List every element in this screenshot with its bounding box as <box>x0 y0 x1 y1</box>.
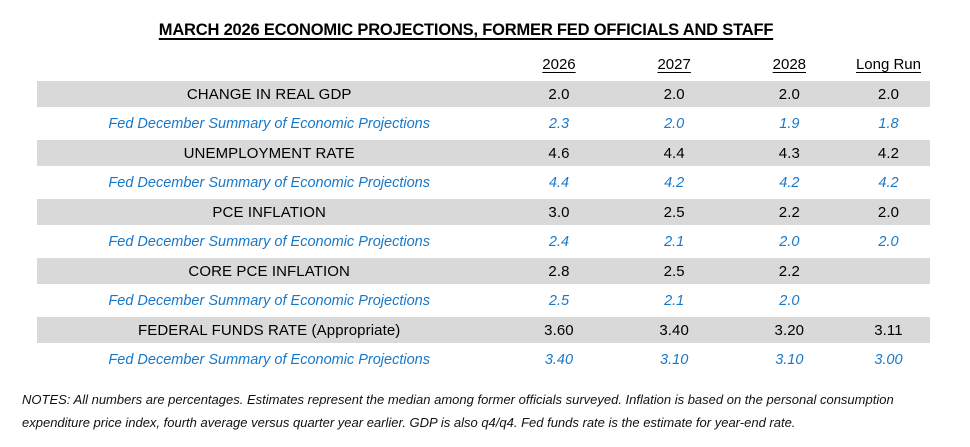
value-cell: 2.0 <box>846 79 930 109</box>
value-cell: 3.10 <box>731 344 847 375</box>
header-2026-label: 2026 <box>542 56 576 73</box>
value-cell: 1.8 <box>846 108 930 139</box>
footnote-line-2: expenditure price index, fourth average … <box>22 415 796 430</box>
metric-row: CHANGE IN REAL GDP 2.0 2.0 2.0 2.0 <box>37 79 930 109</box>
value-cell: 4.2 <box>616 167 732 198</box>
metric-row: FEDERAL FUNDS RATE (Appropriate) 3.60 3.40… <box>37 315 930 345</box>
value-cell: 3.40 <box>616 315 732 345</box>
value-cell: 3.60 <box>501 315 617 345</box>
value-cell: 4.4 <box>501 167 617 198</box>
value-cell: 3.40 <box>501 344 617 375</box>
value-cell: 2.0 <box>846 197 930 227</box>
fed-sep-label: Fed December Summary of Economic Project… <box>37 108 502 139</box>
value-cell: 2.5 <box>501 285 617 316</box>
value-cell: 2.0 <box>616 108 732 139</box>
value-cell: 3.11 <box>846 315 930 345</box>
fed-sep-row: Fed December Summary of Economic Project… <box>37 167 930 198</box>
value-cell: 4.6 <box>501 138 617 168</box>
fed-sep-row: Fed December Summary of Economic Project… <box>37 226 930 257</box>
header-long-run: Long Run <box>847 54 930 80</box>
fed-sep-row: Fed December Summary of Economic Project… <box>37 108 930 139</box>
metric-label: UNEMPLOYMENT RATE <box>37 138 502 168</box>
footnote-line-1: NOTES: All numbers are percentages. Esti… <box>22 392 894 407</box>
value-cell <box>846 256 930 286</box>
value-cell: 4.2 <box>731 167 847 198</box>
fed-sep-label: Fed December Summary of Economic Project… <box>37 344 502 375</box>
value-cell: 2.2 <box>731 197 847 227</box>
value-cell: 2.0 <box>616 79 732 109</box>
value-cell: 3.00 <box>846 344 930 375</box>
value-cell: 2.5 <box>616 256 732 286</box>
value-cell: 2.0 <box>846 226 930 257</box>
value-cell: 4.4 <box>616 138 732 168</box>
value-cell: 2.0 <box>501 79 617 109</box>
metric-label: CHANGE IN REAL GDP <box>37 79 502 109</box>
header-long-run-label: Long Run <box>855 56 921 73</box>
header-label-spacer <box>37 54 501 80</box>
fed-sep-row: Fed December Summary of Economic Project… <box>37 285 930 316</box>
projections-table: 2026 2027 2028 Long Run CHANGE IN REAL G… <box>37 54 930 375</box>
header-2028-label: 2028 <box>772 56 807 73</box>
value-cell: 2.3 <box>501 108 617 139</box>
page-title: MARCH 2026 ECONOMIC PROJECTIONS, FORMER … <box>158 21 774 39</box>
value-cell: 4.3 <box>731 138 847 168</box>
header-2028: 2028 <box>732 54 847 80</box>
metric-row: CORE PCE INFLATION 2.8 2.5 2.2 <box>37 256 930 286</box>
value-cell: 2.2 <box>731 256 847 286</box>
value-cell: 3.20 <box>731 315 847 345</box>
fed-sep-label: Fed December Summary of Economic Project… <box>37 285 502 316</box>
value-cell: 2.8 <box>501 256 617 286</box>
value-cell: 3.10 <box>616 344 732 375</box>
fed-sep-row: Fed December Summary of Economic Project… <box>37 344 930 375</box>
value-cell: 2.0 <box>731 285 847 316</box>
value-cell: 2.1 <box>616 226 732 257</box>
value-cell: 4.2 <box>846 167 930 198</box>
value-cell: 2.1 <box>616 285 732 316</box>
value-cell: 2.0 <box>731 79 847 109</box>
header-2027: 2027 <box>617 54 732 80</box>
footnotes: NOTES: All numbers are percentages. Esti… <box>22 388 952 434</box>
metric-label: FEDERAL FUNDS RATE (Appropriate) <box>37 315 502 345</box>
header-2027-label: 2027 <box>657 56 691 73</box>
header-2026: 2026 <box>501 54 616 80</box>
fed-sep-label: Fed December Summary of Economic Project… <box>37 167 502 198</box>
value-cell: 4.2 <box>846 138 930 168</box>
value-cell <box>846 285 930 316</box>
header-row: 2026 2027 2028 Long Run <box>37 54 930 80</box>
value-cell: 1.9 <box>731 108 847 139</box>
metric-label: PCE INFLATION <box>37 197 502 227</box>
metric-row: PCE INFLATION 3.0 2.5 2.2 2.0 <box>37 197 930 227</box>
value-cell: 2.5 <box>616 197 732 227</box>
metric-row: UNEMPLOYMENT RATE 4.6 4.4 4.3 4.2 <box>37 138 930 168</box>
value-cell: 2.0 <box>731 226 847 257</box>
fed-sep-label: Fed December Summary of Economic Project… <box>37 226 502 257</box>
value-cell: 2.4 <box>501 226 617 257</box>
value-cell: 3.0 <box>501 197 617 227</box>
metric-label: CORE PCE INFLATION <box>37 256 502 286</box>
